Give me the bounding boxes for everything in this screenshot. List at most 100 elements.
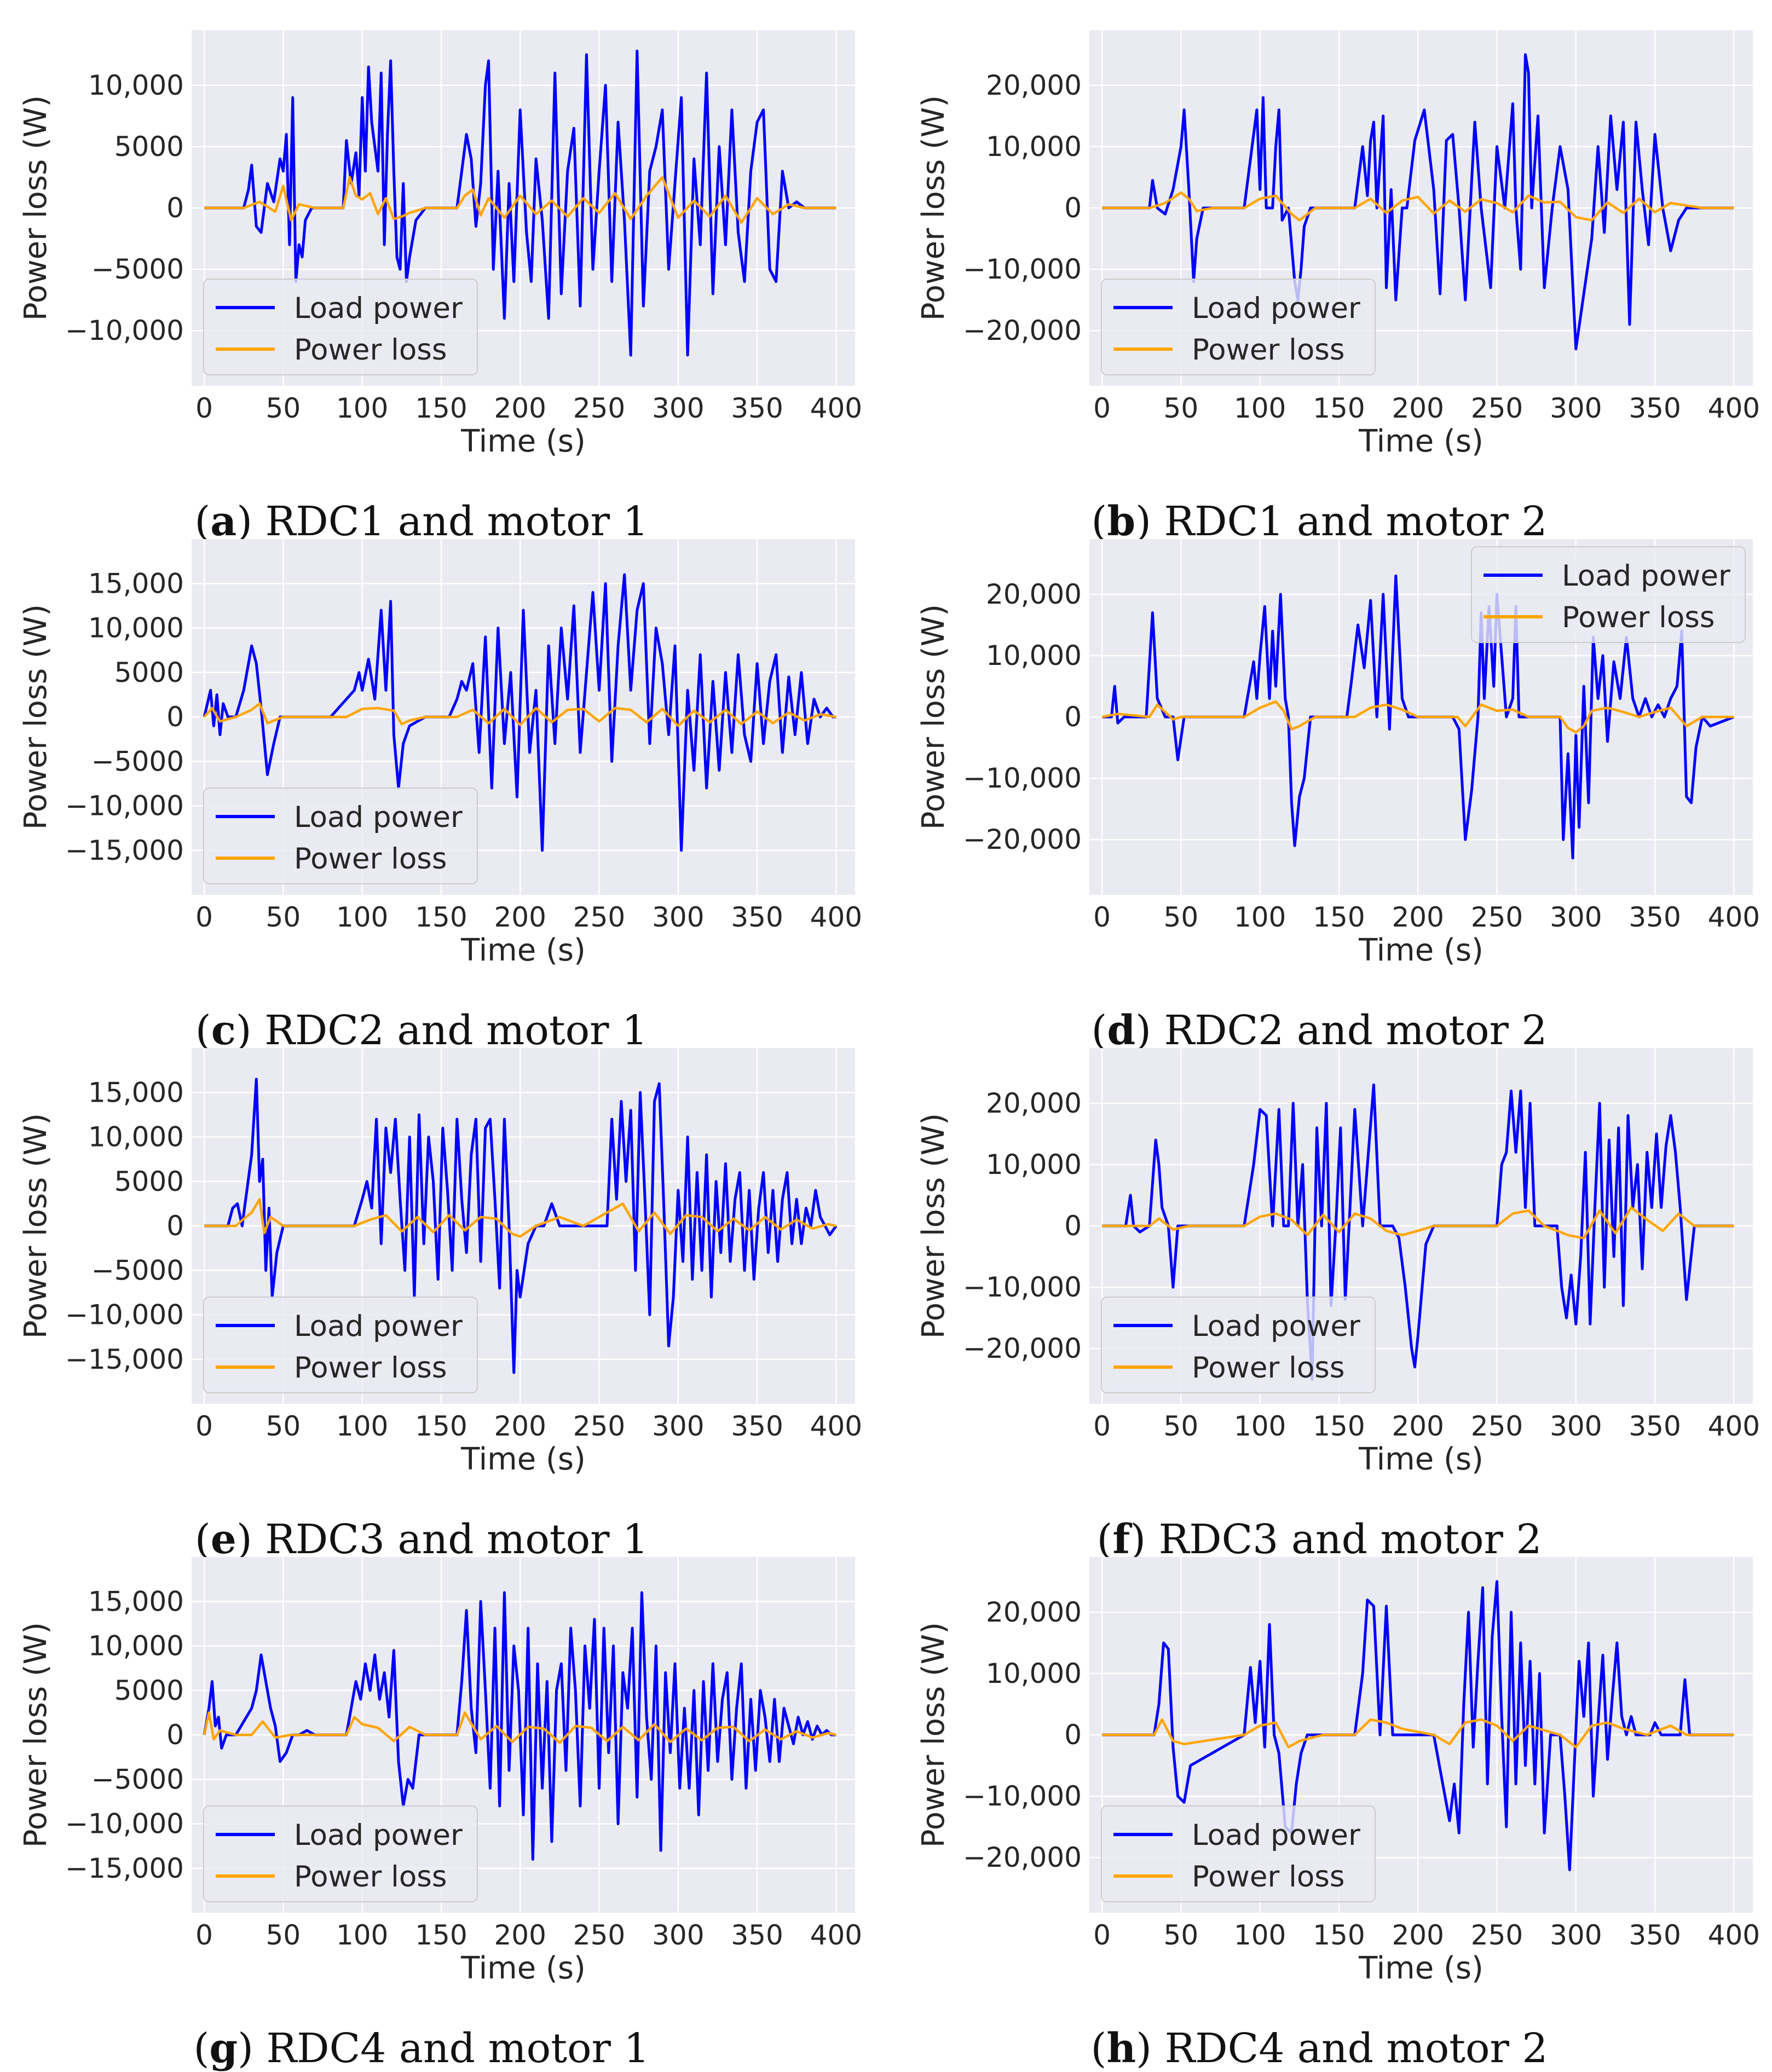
x-tick-label: 250 [573, 1919, 625, 1951]
y-tick-label: 10,000 [986, 1658, 1082, 1689]
x-tick-label: 350 [731, 901, 783, 933]
x-tick-label: 0 [195, 392, 213, 424]
x-axis-label: Time (s) [460, 1951, 586, 1986]
chart-caption: (b) RDC1 and motor 2 [1091, 498, 1548, 545]
legend: Load power Power loss [203, 1297, 478, 1393]
legend-label: Power loss [294, 842, 447, 876]
y-axis-label: Power loss (W) [18, 95, 54, 321]
legend-label: Load power [1192, 1310, 1360, 1343]
caption-letter: h [1106, 2025, 1136, 2072]
x-tick-label: 350 [1629, 1919, 1681, 1951]
x-tick-label: 50 [266, 1410, 301, 1442]
series-line-power-loss [203, 702, 836, 727]
caption-text: RDC4 and motor 2 [1164, 2025, 1548, 2072]
x-tick-label: 50 [266, 392, 301, 424]
series-line-power-loss [1102, 191, 1734, 222]
x-tick-label: 0 [1093, 1410, 1111, 1442]
x-tick-label: 150 [415, 1919, 467, 1951]
legend-label: Power loss [1562, 601, 1715, 634]
x-tick-label: 50 [1164, 901, 1199, 933]
caption-text: RDC3 and motor 1 [265, 1516, 649, 1563]
series-line-load-power [1102, 53, 1734, 351]
y-tick-label: −5000 [91, 253, 184, 285]
legend-label: Load power [294, 1310, 463, 1343]
x-tick-label: 300 [1550, 901, 1602, 933]
x-tick-label: 300 [652, 901, 704, 933]
x-tick-label: 50 [1164, 1410, 1199, 1442]
legend-box [203, 1805, 478, 1902]
x-tick-label: 300 [1550, 1919, 1602, 1951]
series-line-power-loss [203, 1711, 836, 1744]
y-tick-label: 0 [1064, 701, 1082, 733]
caption-text: RDC2 and motor 2 [1164, 1007, 1548, 1054]
x-axis-label: Time (s) [1358, 1442, 1484, 1477]
y-tick-label: −10,000 [963, 253, 1082, 285]
x-axis-label: Time (s) [460, 424, 586, 459]
caption-letter: e [210, 1516, 236, 1563]
chart-f-svg: 0 50 100 150 200 250 300 350 400 20,000 10,000 0 −10… [916, 1048, 1760, 1477]
y-tick-label: −10,000 [963, 1271, 1082, 1303]
x-tick-label: 100 [336, 392, 388, 424]
x-tick-label: 300 [652, 392, 704, 424]
x-tick-label: 250 [573, 901, 625, 933]
x-tick-label: 400 [1708, 1410, 1760, 1442]
series-line-power-loss [204, 176, 836, 224]
y-axis-label: Power loss (W) [18, 1622, 54, 1848]
y-tick-label: 10,000 [88, 70, 184, 101]
y-tick-label: −15,000 [65, 1853, 184, 1884]
y-tick-label: 5000 [114, 657, 184, 688]
chart-panel-f: 0 50 100 150 200 250 300 350 400 20,000 10,000 0 −10… [898, 1048, 1760, 1563]
x-tick-label: 100 [1234, 901, 1286, 933]
y-tick-label: 5000 [114, 1166, 184, 1197]
caption-letter: b [1107, 498, 1136, 545]
y-axis-label: Power loss (W) [18, 604, 54, 830]
x-tick-label: 350 [731, 392, 783, 424]
x-tick-label: 350 [731, 1919, 783, 1951]
x-tick-label: 0 [1093, 901, 1111, 933]
chart-g-svg: 0 50 100 150 200 250 300 350 400 15,000 10,000 5000… [18, 1557, 862, 1986]
x-tick-label: 350 [1629, 392, 1681, 424]
chart-caption: (h) RDC4 and motor 2 [1090, 2025, 1548, 2072]
x-tick-label: 300 [652, 1410, 704, 1442]
caption-text: RDC1 and motor 2 [1164, 498, 1548, 545]
x-tick-label: 350 [1629, 901, 1681, 933]
chart-caption: (e) RDC3 and motor 1 [194, 1516, 649, 1563]
legend: Load power Power loss [203, 1805, 478, 1902]
caption-letter: d [1107, 1007, 1136, 1054]
x-tick-label: 150 [415, 901, 467, 933]
legend-box [1101, 1805, 1376, 1902]
x-tick-label: 200 [1392, 1919, 1444, 1951]
x-tick-label: 400 [810, 901, 862, 933]
y-axis-label: Power loss (W) [18, 1113, 54, 1339]
x-tick-label: 200 [494, 392, 546, 424]
x-tick-label: 150 [1313, 392, 1365, 424]
series-line-load-power [204, 1078, 838, 1374]
y-tick-label: −15,000 [65, 835, 184, 866]
series-line-power-loss [1102, 1718, 1734, 1749]
legend-label: Load power [294, 1819, 463, 1852]
chart-caption: (a) RDC1 and motor 1 [194, 498, 649, 545]
legend-label: Power loss [294, 333, 447, 367]
y-tick-label: 20,000 [986, 578, 1082, 610]
y-tick-label: 5000 [114, 131, 184, 163]
x-tick-label: 250 [1471, 1410, 1523, 1442]
x-tick-label: 150 [415, 392, 467, 424]
x-tick-label: 200 [1392, 901, 1444, 933]
x-tick-label: 100 [1234, 392, 1286, 424]
y-tick-label: 0 [166, 1210, 184, 1242]
y-tick-label: 0 [1064, 1719, 1082, 1751]
x-axis-label: Time (s) [1358, 1951, 1484, 1986]
y-tick-label: −15,000 [65, 1344, 184, 1375]
series-line-power-loss [1102, 1206, 1734, 1240]
x-tick-label: 250 [1471, 901, 1523, 933]
chart-panel-b: 0 50 100 150 200 250 300 350 400 20,000 10,000 0 −10… [898, 30, 1760, 545]
x-axis-label: Time (s) [1358, 424, 1484, 459]
caption-letter: g [209, 2025, 238, 2072]
x-tick-label: 350 [1629, 1410, 1681, 1442]
x-tick-label: 400 [1708, 901, 1760, 933]
x-tick-label: 0 [195, 1410, 213, 1442]
x-tick-label: 300 [652, 1919, 704, 1951]
x-tick-label: 300 [1550, 1410, 1602, 1442]
x-tick-label: 200 [494, 1410, 546, 1442]
x-axis-label: Time (s) [460, 1442, 586, 1477]
